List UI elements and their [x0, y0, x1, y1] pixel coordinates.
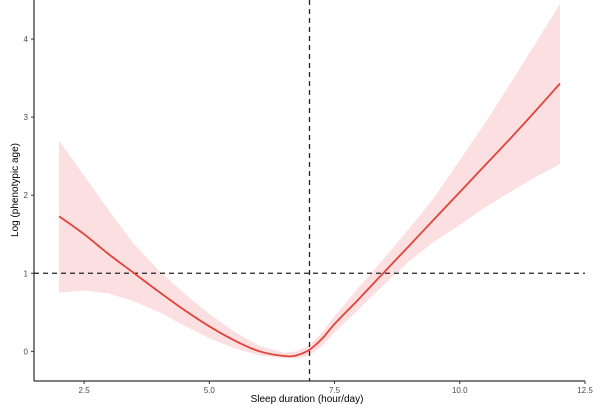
x-tick-label: 7.5 [329, 386, 341, 395]
y-tick-label: 0 [24, 347, 29, 356]
y-tick-label: 1 [24, 269, 29, 278]
x-tick-label: 10.0 [452, 386, 468, 395]
y-tick-label: 4 [24, 35, 29, 44]
x-tick-label: 12.5 [577, 386, 593, 395]
confidence-band-0 [59, 3, 560, 359]
y-tick-label: 2 [24, 191, 29, 200]
y-axis-title: Log (phenotypic age) [10, 143, 21, 237]
x-tick-label: 2.5 [79, 386, 91, 395]
series-line-0 [58, 82, 561, 358]
x-tick-label: 5.0 [204, 386, 216, 395]
plot-area [34, 0, 585, 381]
x-axis-title: Sleep duration (hour/day) [251, 394, 364, 405]
y-axis: 0 1 2 3 4 [24, 0, 35, 381]
x-axis: 2.5 5.0 7.5 10.0 12.5 [34, 380, 593, 395]
y-tick-label: 3 [24, 113, 29, 122]
